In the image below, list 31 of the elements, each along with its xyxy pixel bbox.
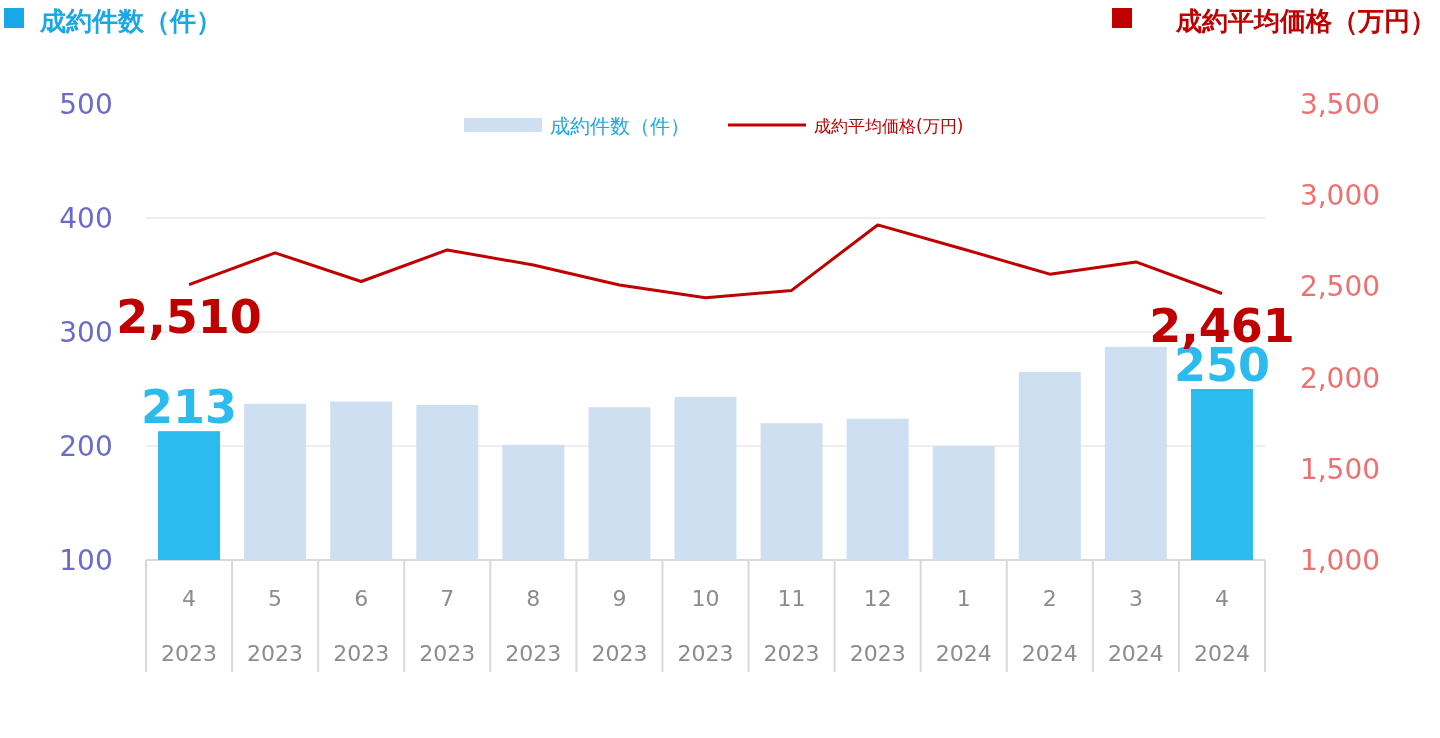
y2-tick-label: 1,500	[1299, 452, 1381, 486]
category-label: 2 2024	[1021, 586, 1078, 666]
y2-tick-label: 2,500	[1299, 270, 1381, 304]
y-tick-label: 100	[59, 544, 113, 577]
y-tick-label: 200	[59, 430, 113, 463]
category-label: 5 2023	[247, 586, 304, 666]
y-tick-label: 400	[59, 202, 113, 235]
legend-label: 成約平均価格(万円)	[814, 116, 964, 136]
y2-axis-title: 成約平均価格（万円）	[1175, 6, 1436, 36]
category-label: 4 2024	[1193, 586, 1250, 666]
y2-tick-label: 1,000	[1299, 544, 1381, 577]
line-series	[187, 223, 1224, 300]
data-label: 213	[141, 380, 238, 435]
legend-label: 成約件数（件）	[550, 114, 690, 138]
y2-tick-label: 3,500	[1299, 88, 1381, 121]
category-label: 1 2024	[935, 586, 992, 666]
category-label: 8 2023	[505, 586, 562, 666]
category-label: 10 2023	[677, 586, 734, 666]
category-label: 3 2024	[1107, 586, 1164, 666]
category-label: 12 2023	[849, 586, 906, 666]
category-label: 6 2023	[333, 586, 390, 666]
category-label: 11 2023	[763, 586, 820, 666]
category-label: 4 2023	[161, 586, 218, 666]
category-label: 7 2023	[419, 586, 476, 666]
y-axis-title: 成約件数（件）	[39, 6, 222, 36]
data-label: 2,510	[116, 289, 262, 344]
y2-tick-label: 3,000	[1299, 179, 1381, 213]
y-tick-label: 500	[59, 88, 113, 121]
y2-tick-label: 2,000	[1299, 361, 1381, 395]
category-label: 9 2023	[591, 586, 648, 666]
y-tick-label: 300	[59, 316, 113, 349]
